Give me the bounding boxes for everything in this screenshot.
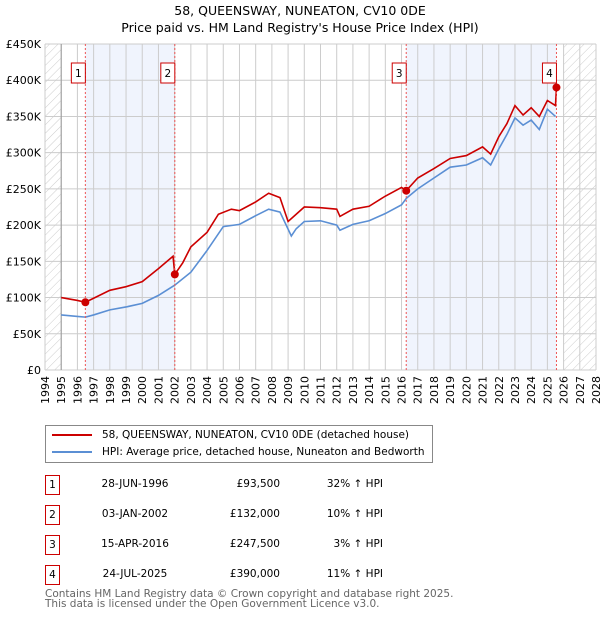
legend: 58, QUEENSWAY, NUNEATON, CV10 0DE (detac… <box>45 425 433 463</box>
sale-point <box>552 83 561 92</box>
sale-label-box <box>391 62 407 84</box>
sale-label: 3 <box>396 68 403 80</box>
x-tick-label: 2015 <box>379 376 392 404</box>
sale-marker-badge: 2 <box>45 505 60 525</box>
legend-line-blue <box>52 451 92 453</box>
y-tick-label: £50K <box>13 328 42 341</box>
x-tick-label: 2002 <box>169 376 182 404</box>
x-tick-label: 2017 <box>412 376 425 404</box>
x-tick-label: 2023 <box>509 376 522 404</box>
x-tick-label: 2012 <box>331 376 344 404</box>
y-tick-label: £200K <box>6 219 42 232</box>
x-tick-label: 2008 <box>266 376 279 404</box>
y-tick-label: £400K <box>6 74 42 87</box>
x-tick-label: 2010 <box>298 376 311 404</box>
table-row: 1 28-JUN-1996 £93,500 32% ↑ HPI <box>45 475 445 495</box>
sale-price: £247,500 <box>229 538 280 550</box>
x-tick-label: 1997 <box>88 376 101 404</box>
legend-label: 58, QUEENSWAY, NUNEATON, CV10 0DE (detac… <box>102 429 410 441</box>
series-line <box>61 87 558 304</box>
legend-line-red <box>52 434 92 436</box>
hpi-diff: 10% ↑ HPI <box>326 508 383 520</box>
x-tick-label: 2025 <box>541 376 554 404</box>
hpi-diff: 11% ↑ HPI <box>326 568 383 580</box>
x-tick-label: 1995 <box>55 376 68 404</box>
sale-point <box>402 186 411 195</box>
y-tick-label: £250K <box>6 183 42 196</box>
y-tick-label: £300K <box>6 147 42 160</box>
x-tick-label: 1999 <box>120 376 133 404</box>
x-tick-label: 2020 <box>460 376 473 404</box>
legend-item-property: 58, QUEENSWAY, NUNEATON, CV10 0DE (detac… <box>52 427 409 443</box>
x-tick-label: 2006 <box>233 376 246 404</box>
table-row: 2 03-JAN-2002 £132,000 10% ↑ HPI <box>45 505 445 525</box>
sale-point <box>81 298 90 307</box>
sale-marker-badge: 1 <box>45 475 60 495</box>
x-tick-label: 2013 <box>347 376 360 404</box>
sale-label-box <box>70 62 86 84</box>
x-tick-label: 2005 <box>217 376 230 404</box>
y-tick-label: £450K <box>6 38 42 51</box>
x-tick-label: 2003 <box>185 376 198 404</box>
x-tick-label: 2019 <box>444 376 457 404</box>
price-chart: 1994 1995 1996 1997 1998 1999 2000 2001 2002 2003… <box>6 38 600 404</box>
x-tick-label: 2009 <box>282 376 295 404</box>
x-tick-label: 1996 <box>71 376 84 404</box>
x-tick-label: 2018 <box>428 376 441 404</box>
footer-licence: This data is licensed under the Open Gov… <box>45 598 380 610</box>
x-tick-label: 2027 <box>574 376 587 404</box>
sale-label-box <box>160 62 176 84</box>
legend-item-hpi: HPI: Average price, detached house, Nune… <box>52 444 424 460</box>
x-tick-label: 2021 <box>477 376 490 404</box>
x-tick-label: 2004 <box>201 376 214 404</box>
table-row: 4 24-JUL-2025 £390,000 11% ↑ HPI <box>45 565 445 585</box>
table-row: 3 15-APR-2016 £247,500 3% ↑ HPI <box>45 535 445 555</box>
x-tick-label: 1994 <box>39 376 52 404</box>
x-tick-label: 2000 <box>136 376 149 404</box>
chart-subtitle: Price paid vs. HM Land Registry's House … <box>121 20 479 35</box>
hpi-diff: 3% ↑ HPI <box>333 538 383 550</box>
x-tick-label: 2024 <box>525 376 538 404</box>
x-tick-label: 2014 <box>363 376 376 404</box>
y-tick-label: £350K <box>6 110 42 123</box>
sale-date: 15-APR-2016 <box>101 538 169 550</box>
sale-point <box>170 270 179 279</box>
sale-marker-badge: 4 <box>45 565 60 585</box>
sale-label-box <box>541 62 557 84</box>
footer-copyright: Contains HM Land Registry data © Crown c… <box>45 588 454 600</box>
sale-date: 24-JUL-2025 <box>102 568 168 580</box>
sale-marker-badge: 3 <box>45 535 60 555</box>
sale-label: 2 <box>164 68 171 80</box>
sale-label: 4 <box>546 68 553 80</box>
hatched-region <box>45 44 62 370</box>
hpi-diff: 32% ↑ HPI <box>326 478 383 490</box>
series-line <box>61 107 557 318</box>
y-tick-label: £100K <box>6 292 42 305</box>
sale-price: £132,000 <box>229 508 280 520</box>
x-tick-label: 2022 <box>493 376 506 404</box>
x-tick-label: 2016 <box>396 376 409 404</box>
x-tick-label: 2028 <box>590 376 600 404</box>
sale-date: 28-JUN-1996 <box>101 478 169 490</box>
sale-price: £390,000 <box>229 568 280 580</box>
y-tick-label: £0 <box>27 364 41 377</box>
x-tick-label: 1998 <box>104 376 117 404</box>
shaded-region <box>85 44 175 370</box>
x-tick-label: 2011 <box>315 376 328 404</box>
x-tick-label: 2026 <box>558 376 571 404</box>
footer: Contains HM Land Registry data © Crown c… <box>45 588 454 610</box>
y-tick-label: £150K <box>6 255 42 268</box>
sale-date: 03-JAN-2002 <box>101 508 169 520</box>
x-tick-label: 2007 <box>250 376 263 404</box>
shaded-region <box>406 44 557 370</box>
x-tick-label: 2001 <box>152 376 165 404</box>
sale-price: £93,500 <box>236 478 280 490</box>
sale-label: 1 <box>75 68 82 80</box>
chart-title: 58, QUEENSWAY, NUNEATON, CV10 0DE <box>174 3 426 18</box>
legend-label: HPI: Average price, detached house, Nune… <box>102 446 425 458</box>
